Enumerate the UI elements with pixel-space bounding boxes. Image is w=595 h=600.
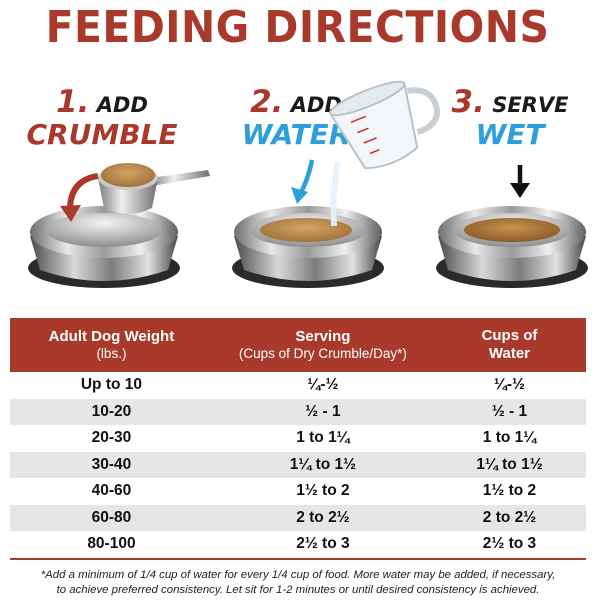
- footnote-line-1: *Add a minimum of 1/4 cup of water for e…: [40, 569, 556, 581]
- step-3-number: 3.: [451, 84, 485, 120]
- header-weight: Adult Dog Weight (lbs.): [10, 318, 213, 372]
- weight-cell: 30-40: [10, 451, 213, 478]
- step-3-label: 3. SERVE WET: [440, 84, 580, 151]
- water-cell: 2 to 2½: [432, 504, 586, 531]
- water-cell: 1½ to 2: [482, 482, 537, 500]
- footnote: *Add a minimum of 1/4 cup of water for e…: [8, 568, 588, 598]
- table-row: 20-30 1 to 1¼ 1 to 1¼: [10, 425, 586, 452]
- step-1-object: CRUMBLE: [26, 118, 178, 151]
- page-title: FEEDING DIRECTIONS: [45, 2, 550, 53]
- water-cell: ½ - 1: [432, 398, 586, 425]
- table-row: 40-60 1½ to 2 1½ to 2: [10, 478, 586, 505]
- serving-cell: 1 to 1¼: [296, 429, 350, 447]
- header-serving-main: Serving: [295, 327, 351, 345]
- arrow-down-icon: [510, 165, 530, 198]
- curved-arrow-icon: [291, 159, 315, 204]
- step-3-object: WET: [475, 118, 545, 151]
- weight-cell: Up to 10: [80, 376, 143, 394]
- step-1-number: 1.: [56, 84, 90, 120]
- table-row: 30-40 1¼ to 1½ 1¼ to 1½: [10, 451, 586, 478]
- step-2-label: 2. ADD WATER: [222, 84, 370, 151]
- step-2-number: 2.: [250, 84, 284, 120]
- header-serving: Serving (Cups of Dry Crumble/Day*): [212, 318, 433, 372]
- table-row: 10-20 ½ - 1 ½ - 1: [10, 398, 586, 425]
- step-1-label: 1. ADD CRUMBLE: [22, 84, 182, 151]
- header-weight-sub: (lbs.): [96, 345, 127, 361]
- bowl-illustrations: [28, 80, 588, 288]
- serving-cell: 1¼ to 1½: [212, 451, 433, 478]
- serving-cell: 1½ to 2: [296, 482, 350, 500]
- table-header-row: Adult Dog Weight (lbs.) Serving (Cups of…: [10, 318, 586, 372]
- feeding-table: Adult Dog Weight (lbs.) Serving (Cups of…: [10, 318, 586, 560]
- serving-cell: ¼-½: [307, 376, 339, 394]
- header-water: Cups of Water: [432, 318, 586, 372]
- weight-cell: 80-100: [10, 531, 213, 560]
- weight-cell: 40-60: [91, 482, 132, 500]
- curved-arrow-icon: [60, 173, 99, 222]
- table-row: 60-80 2 to 2½ 2 to 2½: [10, 504, 586, 531]
- serving-cell: 2 to 2½: [212, 504, 433, 531]
- measuring-cup-icon: [328, 80, 441, 170]
- step-2-object: WATER: [241, 118, 351, 151]
- step-3-verb: SERVE: [492, 93, 569, 117]
- bowl-icon: [436, 206, 588, 288]
- header-water-sub: Water: [488, 345, 531, 362]
- serving-cell: 2½ to 3: [212, 531, 433, 560]
- water-cell: 1 to 1¼: [482, 429, 537, 447]
- water-cell: 1¼ to 1½: [432, 451, 586, 478]
- water-cell: 2½ to 3: [432, 531, 586, 560]
- header-water-main: Cups of: [481, 327, 538, 344]
- serving-cell: ½ - 1: [212, 398, 433, 425]
- water-cell: ¼-½: [493, 376, 525, 394]
- scoop-icon: [98, 163, 210, 214]
- bowl-icon: [232, 206, 384, 288]
- weight-cell: 10-20: [10, 398, 213, 425]
- footnote-line-2: to achieve preferred consistency. Let si…: [56, 584, 540, 596]
- table-row: 80-100 2½ to 3 2½ to 3: [10, 531, 586, 560]
- header-weight-main: Adult Dog Weight: [48, 327, 175, 345]
- header-serving-sub: (Cups of Dry Crumble/Day*): [238, 345, 407, 361]
- bowl-icon: [28, 206, 180, 288]
- weight-cell: 60-80: [10, 504, 213, 531]
- weight-cell: 20-30: [91, 429, 132, 447]
- step-1-verb: ADD: [96, 93, 148, 117]
- table-row: Up to 10 ¼-½ ¼-½: [10, 372, 586, 399]
